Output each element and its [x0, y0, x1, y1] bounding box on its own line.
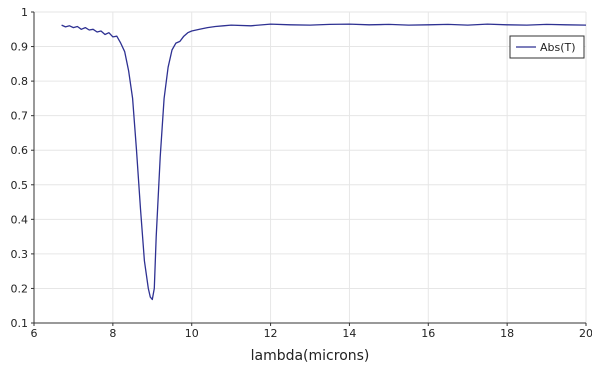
y-tick-label: 0.6 [11, 144, 29, 157]
x-tick-label: 18 [500, 327, 514, 340]
series-layer [61, 23, 587, 301]
y-tick-label: 0.8 [11, 75, 29, 88]
y-tick-label: 0.1 [11, 317, 29, 330]
x-tick-label: 12 [264, 327, 278, 340]
y-tick-label: 0.4 [11, 213, 29, 226]
series-line [61, 23, 587, 301]
legend: Abs(T) [509, 35, 585, 59]
x-tick-label: 8 [109, 327, 116, 340]
axes [31, 11, 587, 326]
grid [33, 11, 587, 324]
legend-label: Abs(T) [540, 41, 576, 54]
x-tick-label: 20 [579, 327, 592, 340]
y-tick-label: 1 [21, 6, 28, 19]
y-tick-label: 0.9 [11, 41, 29, 54]
x-tick-label: 10 [185, 327, 199, 340]
y-tick-label: 0.5 [11, 179, 29, 192]
x-tick-label: 6 [31, 327, 38, 340]
x-axis-title: lambda(microns) [251, 348, 370, 364]
x-tick-label: 16 [421, 327, 435, 340]
x-tick-label: 14 [342, 327, 356, 340]
y-tick-label: 0.7 [11, 110, 29, 123]
tick-labels: 6 8 10 12 14 16 18 20 0.1 0.2 0.3 0.4 0.5 0.6 0.7 0.8 0.… [11, 6, 592, 340]
y-tick-label: 0.2 [11, 282, 29, 295]
y-tick-label: 0.3 [11, 248, 29, 261]
legend-box [509, 35, 585, 59]
